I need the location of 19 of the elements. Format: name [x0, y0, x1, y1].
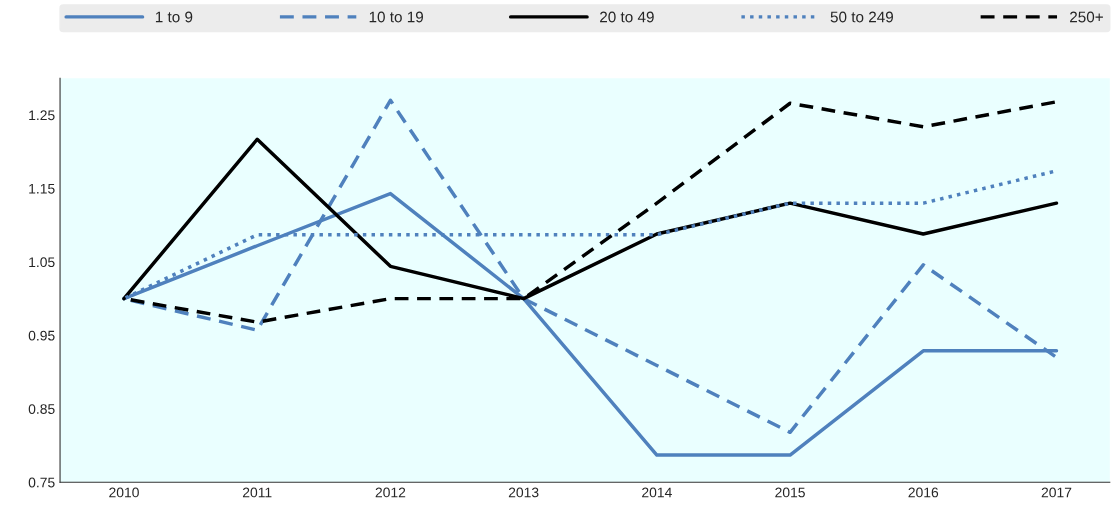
- x-tick-label: 2017: [1041, 487, 1072, 498]
- y-tick-label: 1.25: [29, 110, 55, 121]
- y-tick-label: 1.15: [29, 183, 55, 194]
- x-tick-label: 2010: [109, 487, 139, 498]
- y-tick-label: 0.85: [28, 404, 55, 414]
- legend-label: 250+: [1070, 11, 1103, 23]
- x-tick-label: 2012: [375, 487, 406, 498]
- x-tick-label: 2016: [908, 487, 939, 498]
- x-tick-label: 2015: [775, 487, 805, 498]
- legend-label: 10 to 19: [369, 11, 424, 23]
- y-tick-label: 0.75: [28, 477, 55, 488]
- legend-label: 20 to 49: [600, 11, 654, 23]
- x-tick-label: 2013: [508, 487, 539, 498]
- x-tick-label: 2011: [242, 487, 272, 498]
- legend-label: 1 to 9: [155, 11, 193, 23]
- x-tick-label: 2014: [642, 487, 672, 498]
- y-tick-label: 1.05: [29, 257, 55, 268]
- y-tick-label: 0.95: [28, 330, 55, 341]
- legend-label: 50 to 249: [830, 11, 893, 23]
